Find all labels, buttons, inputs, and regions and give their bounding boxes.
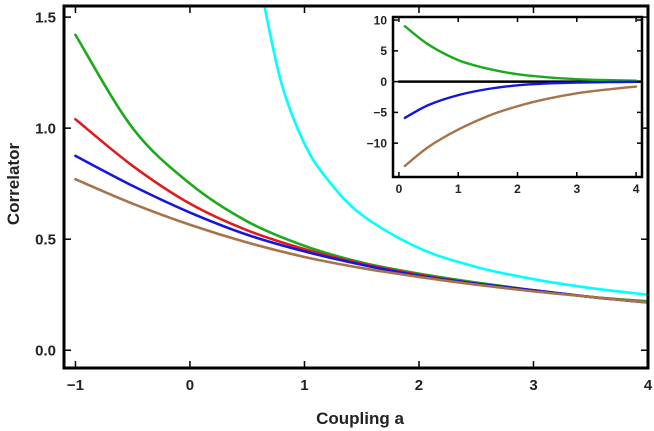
inset-x-tick-label: 1 <box>455 182 462 196</box>
main-x-tick-label: 1 <box>300 377 308 394</box>
main-series-group <box>74 6 648 304</box>
inset-series-group <box>397 25 642 168</box>
inset-series-line-3 <box>403 85 638 168</box>
inset-y-tick-label: 10 <box>374 13 388 27</box>
main-plot: −1 0 1 2 3 40.00.51.01.5 <box>35 4 653 394</box>
main-x-tick-label: 4 <box>644 377 653 394</box>
main-y-tick-label: 0.5 <box>35 232 56 249</box>
inset-series-line-2 <box>403 80 638 120</box>
inset-series-line-1 <box>403 25 638 82</box>
main-y-tick-label: 1.0 <box>35 121 56 138</box>
main-x-tick-label: 0 <box>186 377 194 394</box>
main-y-tick-label: 0.0 <box>35 343 56 360</box>
inset-x-tick-label: 3 <box>573 182 580 196</box>
inset-plot: 0 1 2 3 4 10 5 0 −5 −10 <box>367 13 644 196</box>
main-x-tick-label: 3 <box>529 377 537 394</box>
y-axis-title: Correlator <box>4 143 23 226</box>
inset-background <box>393 17 642 177</box>
main-x-tick-label: −1 <box>67 377 84 394</box>
main-series-line-4 <box>74 177 648 304</box>
inset-y-tick-label: −10 <box>367 136 388 150</box>
main-frame <box>62 4 650 370</box>
inset-x-tick-label: 4 <box>633 182 640 196</box>
inset-y-tick-label: 0 <box>380 75 387 89</box>
x-axis-title: Coupling a <box>316 409 404 428</box>
main-series-line-0 <box>263 6 648 297</box>
inset-x-tick-label: 0 <box>396 182 403 196</box>
inset-y-tick-label: 5 <box>380 44 387 58</box>
main-y-tick-label: 1.5 <box>35 10 56 27</box>
inset-x-tick-label: 2 <box>514 182 521 196</box>
main-x-tick-label: 2 <box>415 377 423 394</box>
inset-y-tick-label: −5 <box>373 106 387 120</box>
